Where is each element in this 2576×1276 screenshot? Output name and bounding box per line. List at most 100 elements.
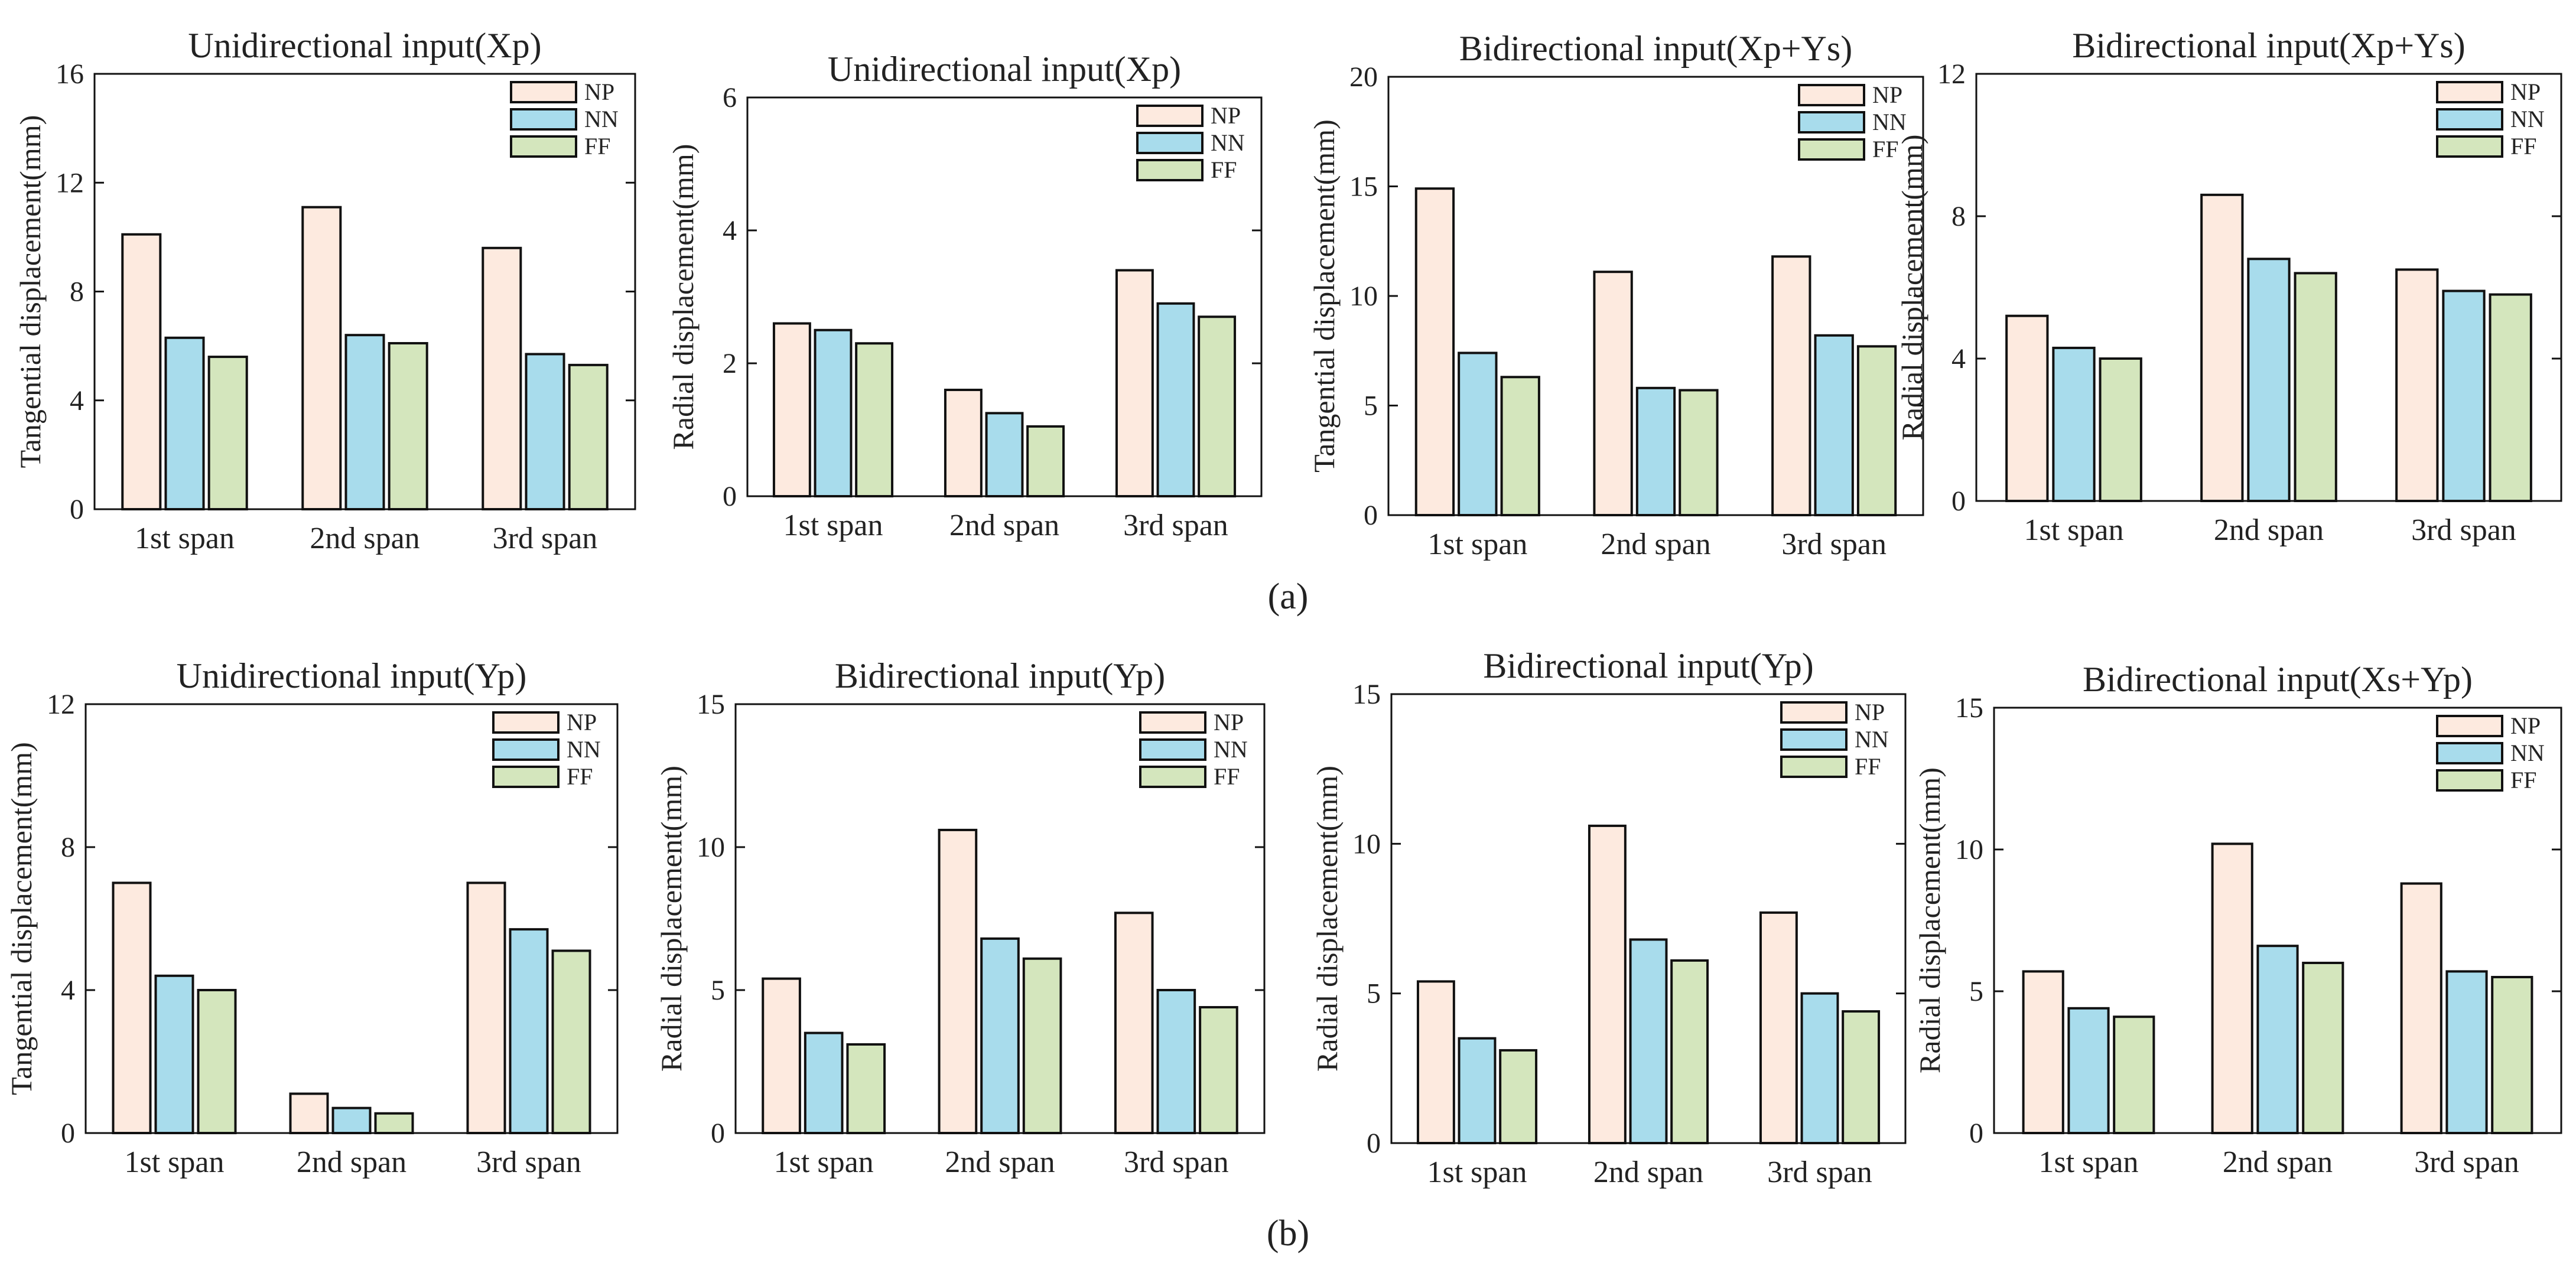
- legend-label-nn: NN: [1855, 726, 1889, 753]
- legend-swatch-np: [1798, 84, 1865, 106]
- legend-label-ff: FF: [1855, 753, 1881, 780]
- chart-panel-8: 0 5 10 15 1st span 2nd span 3rd span Bidirectio…: [1913, 660, 2562, 1179]
- x-tick-label: 1st span: [774, 1145, 874, 1179]
- group-label-b: (b): [1267, 1213, 1309, 1254]
- bar-np-3: [1115, 269, 1154, 497]
- x-tick-label: 2nd span: [945, 1145, 1055, 1179]
- x-tick-label: 3rd span: [2414, 1145, 2519, 1179]
- bar-ff-2: [374, 1112, 414, 1134]
- bar-np-2: [1593, 271, 1633, 516]
- bar-ff-2: [1670, 959, 1709, 1145]
- bar-ff-2: [1026, 425, 1065, 497]
- chart-title: Unidirectional input(Xp): [828, 50, 1181, 89]
- y-tick-label: 0: [711, 1118, 725, 1149]
- y-tick-label: 0: [70, 494, 84, 525]
- y-axis-label: Radial displacement(mm): [1895, 135, 1928, 441]
- bar-ff-1: [855, 342, 894, 497]
- x-tick-label: 3rd span: [1124, 1145, 1229, 1179]
- y-tick-label: 0: [1364, 500, 1378, 531]
- legend-label-ff: FF: [584, 133, 611, 160]
- bar-ff-1: [197, 989, 237, 1134]
- bar-nn-1: [1458, 351, 1498, 517]
- bar-nn-1: [2067, 1007, 2110, 1135]
- bar-ff-2: [1679, 389, 1719, 517]
- bar-np-1: [1414, 187, 1455, 516]
- legend-swatch-ff: [1139, 766, 1206, 788]
- y-tick-label: 10: [1955, 834, 1983, 865]
- legend-label-nn: NN: [584, 106, 619, 132]
- legend-label-np: NP: [1855, 699, 1885, 725]
- bar-nn-1: [814, 328, 853, 497]
- chart-title: Bidirectional input(Yp): [1483, 646, 1813, 685]
- bar-np-3: [482, 246, 522, 510]
- y-axis-label: Radial displacement(mm): [1913, 767, 1946, 1073]
- bar-ff-3: [1842, 1010, 1881, 1144]
- legend-swatch-np: [2436, 715, 2503, 737]
- legend-label-nn: NN: [1872, 109, 1907, 135]
- y-tick-label: 10: [697, 832, 725, 863]
- x-tick-label: 1st span: [135, 522, 235, 555]
- x-tick-label: 2nd span: [949, 509, 1059, 542]
- y-tick-label: 8: [70, 276, 84, 308]
- y-tick-label: 15: [1352, 679, 1381, 710]
- bar-nn-2: [2256, 945, 2299, 1134]
- chart-panel-6: 0 5 10 15 1st span 2nd span 3rd span Bidirectio…: [655, 656, 1266, 1179]
- bar-nn-3: [1814, 334, 1854, 517]
- x-tick-label: 2nd span: [310, 522, 419, 555]
- legend-label-np: NP: [567, 709, 597, 735]
- y-tick-label: 0: [1951, 486, 1966, 517]
- bar-nn-2: [980, 937, 1020, 1134]
- bar-np-1: [2022, 970, 2064, 1135]
- bar-np-3: [466, 881, 506, 1134]
- y-tick-label: 6: [723, 82, 737, 113]
- legend-swatch-nn: [1798, 111, 1865, 134]
- y-tick-label: 0: [1367, 1128, 1381, 1159]
- bar-ff-1: [846, 1043, 886, 1134]
- bar-nn-1: [804, 1031, 844, 1134]
- x-tick-label: 1st span: [1427, 1155, 1527, 1189]
- bar-nn-1: [1458, 1037, 1497, 1144]
- bar-ff-2: [388, 342, 428, 510]
- legend-label-np: NP: [1872, 82, 1902, 108]
- y-tick-label: 5: [1367, 978, 1381, 1010]
- legend-label-np: NP: [2510, 712, 2541, 739]
- legend-label-nn: NN: [2510, 740, 2545, 766]
- y-tick-label: 5: [711, 975, 725, 1006]
- bar-ff-3: [1856, 345, 1897, 517]
- bar-ff-1: [2099, 357, 2142, 502]
- x-tick-label: 1st span: [783, 509, 883, 542]
- y-tick-label: 15: [697, 689, 725, 720]
- legend-swatch-ff: [2436, 769, 2503, 792]
- legend-swatch-nn: [492, 738, 560, 761]
- bar-nn-3: [509, 928, 549, 1135]
- bar-nn-3: [1156, 989, 1196, 1134]
- bar-nn-3: [1156, 302, 1195, 497]
- chart-title: Unidirectional input(Yp): [177, 656, 527, 695]
- bar-np-2: [1588, 824, 1627, 1144]
- chart-title: Unidirectional input(Xp): [188, 26, 541, 65]
- bar-np-1: [772, 322, 811, 497]
- legend-swatch-np: [1780, 701, 1848, 724]
- legend-swatch-nn: [1136, 132, 1204, 154]
- bar-nn-3: [525, 353, 565, 510]
- legend-swatch-np: [1139, 711, 1206, 734]
- y-tick-label: 12: [1937, 58, 1966, 90]
- legend-swatch-ff: [492, 766, 560, 788]
- x-tick-label: 1st span: [1427, 528, 1527, 561]
- legend-swatch-np: [1136, 105, 1204, 127]
- chart-panel-2: 0 2 4 6 1st span 2nd span 3rd span Unidirection…: [666, 50, 1263, 542]
- y-tick-label: 20: [1349, 61, 1378, 93]
- legend-swatch-ff: [510, 135, 577, 158]
- bar-np-2: [2211, 842, 2253, 1135]
- bar-np-1: [2005, 314, 2049, 502]
- y-tick-label: 5: [1364, 390, 1378, 422]
- x-tick-label: 1st span: [2024, 513, 2124, 547]
- group-label-a: (a): [1268, 577, 1309, 617]
- y-tick-label: 8: [61, 832, 75, 863]
- legend-swatch-nn: [2436, 742, 2503, 764]
- legend-swatch-ff: [2436, 135, 2503, 158]
- legend-label-nn: NN: [1211, 129, 1245, 156]
- y-axis-label: Tangential displacement(mm): [1307, 119, 1341, 473]
- bar-np-3: [1771, 255, 1811, 516]
